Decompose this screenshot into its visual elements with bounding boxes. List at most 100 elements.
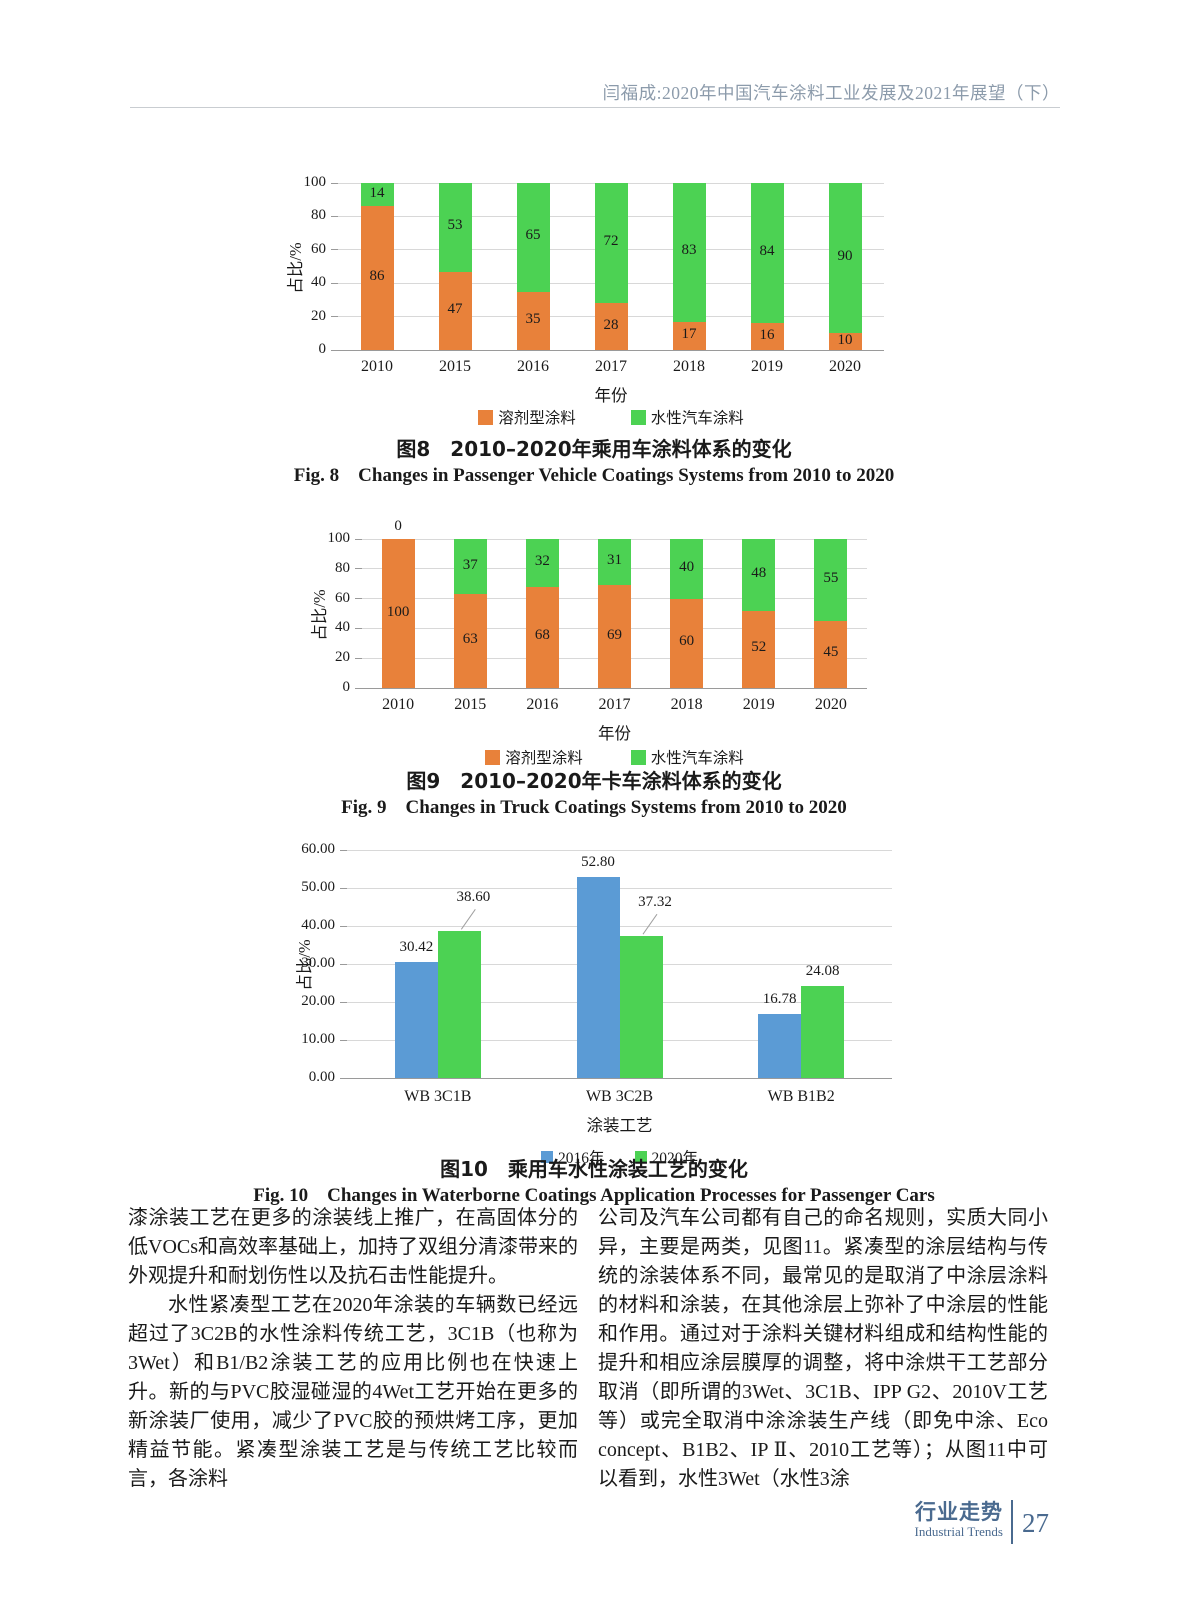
- y-tick-label: 0.00: [308, 1069, 335, 1085]
- gridline: [347, 1077, 892, 1079]
- fig8-chart: 0 20 40 60 80 100 占比/% 2010 86 14 2015 47 53 2016 35 65…: [270, 160, 930, 450]
- bar-segment: [360, 183, 394, 207]
- x-axis-title: 涂装工艺: [586, 1116, 653, 1135]
- bar-value-label: 14: [369, 184, 385, 201]
- bar-segment: [670, 598, 704, 688]
- y-tick-label: 40.00: [301, 917, 335, 933]
- y-axis-title: 占比/%: [295, 939, 314, 991]
- legend-label: 溶剂型涂料: [505, 750, 583, 767]
- x-tick-label: WB 3C1B: [404, 1088, 472, 1105]
- y-tick-label: 40: [311, 274, 326, 291]
- y-tick-mark: [355, 568, 362, 570]
- x-tick-label: 2020: [829, 358, 861, 375]
- y-axis-title: 占比/%: [286, 241, 305, 294]
- fig10-chart: 0.00 10.00 20.00 30.00 40.00 50.00 60.00 占比/% WB…: [285, 820, 935, 1170]
- x-tick-label: 2018: [673, 358, 705, 375]
- bar-segment: [672, 183, 706, 322]
- bar-segment: [814, 539, 848, 621]
- fig8-caption-cn: 图8 2010–2020年乘用车涂料体系的变化: [396, 437, 792, 461]
- bar-value-label: 17: [681, 325, 697, 342]
- y-tick-label: 0: [342, 679, 351, 695]
- y-tick-mark: [340, 925, 347, 927]
- y-tick-mark: [355, 538, 362, 540]
- footer-section-title-cn: 行业走势: [915, 1500, 1003, 1524]
- y-tick-label: 60.00: [301, 841, 335, 857]
- x-tick-label: 2010: [361, 358, 393, 375]
- y-tick-label: 80: [311, 207, 326, 224]
- y-tick-mark: [331, 249, 338, 251]
- bar-value-label: 35: [525, 310, 541, 327]
- footer-section-block: 行业走势 Industrial Trends: [915, 1500, 1003, 1540]
- bar: [576, 877, 620, 1078]
- bar: [801, 986, 845, 1078]
- legend-label: 2020年: [651, 1150, 699, 1167]
- x-tick-label: 2017: [598, 696, 631, 713]
- bar-segment: [594, 303, 628, 350]
- bar-segment: [516, 291, 550, 350]
- bar-value-label: 68: [534, 627, 550, 644]
- bar: [394, 962, 438, 1078]
- x-axis-title: 年份: [598, 724, 631, 743]
- body-paragraph: 漆涂装工艺在更多的涂装线上推广，在高固体分的低VOCs和高效率基础上，加持了双组…: [128, 1207, 579, 1287]
- legend-swatch: [485, 749, 501, 765]
- y-tick-label: 40: [335, 619, 350, 636]
- bar-value-label: 53: [447, 217, 463, 234]
- y-tick-label: 100: [303, 174, 327, 190]
- bar-value-label: 28: [603, 316, 619, 333]
- y-tick-label: 30.00: [301, 955, 335, 971]
- bar-segment: [438, 271, 472, 350]
- legend-swatch: [630, 749, 646, 765]
- fig9-caption: 图9 2010–2020年卡车涂料体系的变化 Fig. 9 Changes in…: [124, 768, 1064, 821]
- fig9-caption-en: Fig. 9 Changes in Truck Coatings Systems…: [341, 797, 847, 818]
- legend-swatch: [478, 409, 494, 425]
- footer-section-title-en: Industrial Trends: [914, 1524, 1003, 1539]
- bar-segment: [525, 586, 559, 688]
- bar-segment: [516, 183, 550, 292]
- bar-value-label: 100: [386, 603, 410, 620]
- y-tick-mark: [340, 887, 347, 889]
- x-tick-label: 2019: [742, 696, 775, 713]
- legend-label: 溶剂型涂料: [498, 410, 576, 427]
- bar-value-label: 47: [447, 300, 463, 317]
- bar-segment: [742, 610, 776, 688]
- chart-legend: 2016年 2020年: [347, 1146, 892, 1168]
- bar-value-label: 37.32: [638, 894, 672, 911]
- gridline: [338, 349, 884, 351]
- bar-segment: [828, 183, 862, 334]
- bar-value-label: 65: [525, 227, 541, 244]
- y-tick-mark: [355, 627, 362, 629]
- x-tick-label: 2010: [382, 696, 415, 713]
- bar-value-label: 38.60: [456, 889, 491, 906]
- gridline: [347, 849, 892, 851]
- bar-value-label: 30.42: [399, 939, 434, 956]
- bar-value-label: 60: [679, 633, 695, 650]
- body-column-left: 漆涂装工艺在更多的涂装线上推广，在高固体分的低VOCs和高效率基础上，加持了双组…: [128, 1204, 578, 1494]
- chart-legend: 溶剂型涂料 水性汽车涂料: [362, 746, 867, 768]
- header-running-title: 闫福成:2020年中国汽车涂料工业发展及2021年展望（下）: [602, 83, 1060, 103]
- y-tick-label: 10.00: [301, 1031, 335, 1047]
- bar-value-label: 16: [759, 326, 775, 343]
- fig9-caption-cn: 图9 2010–2020年卡车涂料体系的变化: [406, 769, 782, 793]
- bar-value-label: 69: [607, 626, 622, 643]
- bar-segment: [670, 539, 704, 599]
- header-rule: [130, 107, 1060, 108]
- bar-value-label: 63: [462, 631, 478, 648]
- x-tick-label: 2015: [439, 358, 471, 375]
- bar-value-label: 31: [607, 552, 622, 569]
- chart-legend: 溶剂型涂料 水性汽车涂料: [338, 406, 884, 428]
- fig10-caption-cn: 图10 乘用车水性涂装工艺的变化: [440, 1157, 748, 1181]
- x-tick-label: 2017: [595, 358, 627, 375]
- bar-segment: [742, 539, 776, 611]
- bar-value-label: 52.80: [581, 854, 615, 871]
- y-tick-mark: [331, 349, 338, 351]
- bar-value-label: 86: [369, 268, 385, 285]
- y-tick-label: 0: [318, 341, 327, 357]
- bar-segment: [750, 183, 784, 324]
- gridline: [347, 925, 892, 927]
- page-footer: 行业走势 Industrial Trends 27: [915, 1500, 1049, 1544]
- y-tick-mark: [355, 598, 362, 600]
- fig8-caption: 图8 2010–2020年乘用车涂料体系的变化 Fig. 8 Changes i…: [124, 436, 1064, 489]
- x-tick-label: 2018: [670, 696, 703, 713]
- y-tick-label: 20: [311, 307, 326, 324]
